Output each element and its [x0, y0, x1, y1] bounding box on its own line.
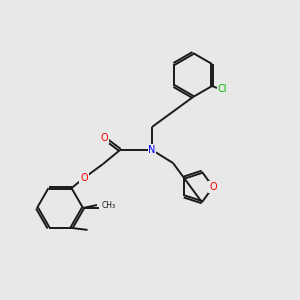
Text: CH₃: CH₃ [102, 200, 116, 209]
Text: O: O [80, 173, 88, 183]
Text: O: O [209, 182, 217, 192]
Text: O: O [100, 133, 108, 143]
Text: N: N [148, 145, 156, 155]
Text: Cl: Cl [217, 84, 227, 94]
